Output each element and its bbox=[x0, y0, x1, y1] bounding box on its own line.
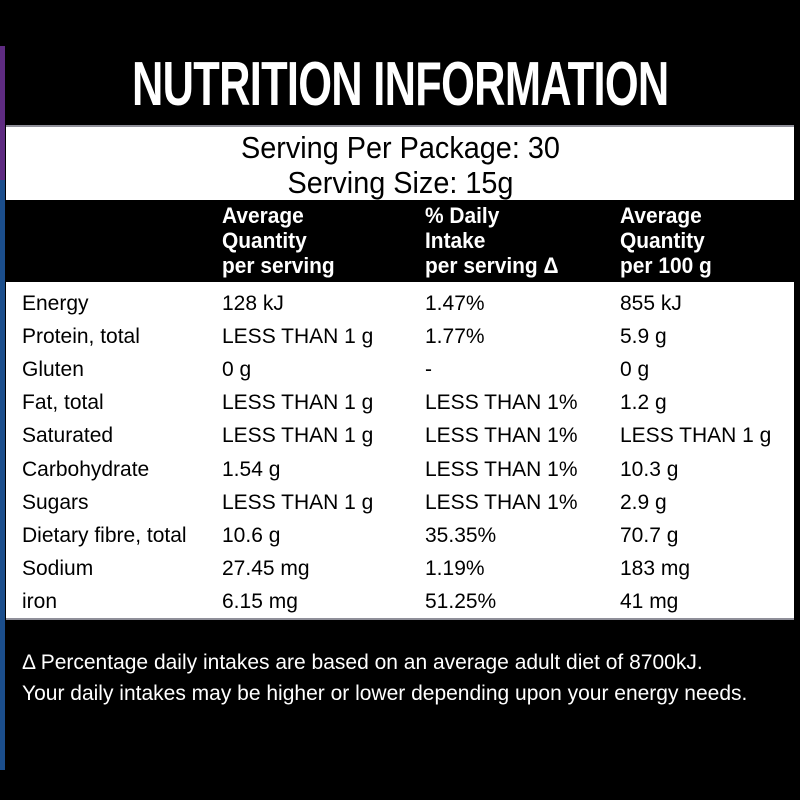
accent-strip-blue bbox=[0, 180, 5, 770]
value-per-serving: 0 g bbox=[222, 357, 252, 381]
nutrition-table-body: Energy 128 kJ 1.47% 855 kJ Protein, total LES… bbox=[6, 282, 794, 620]
value-daily-intake: 1.47% bbox=[425, 291, 485, 315]
value-daily-intake: 51.25% bbox=[425, 590, 497, 614]
daily-intake-footnote: Δ Percentage daily intakes are based on … bbox=[22, 647, 747, 709]
value-per-serving: 27.45 mg bbox=[222, 557, 310, 581]
table-row: Fat, total LESS THAN 1 g LESS THAN 1% 1.2 g bbox=[6, 387, 794, 420]
value-daily-intake: - bbox=[425, 357, 432, 381]
value-per-serving: LESS THAN 1 g bbox=[222, 324, 374, 348]
table-row: iron 6.15 mg 51.25% 41 mg bbox=[6, 586, 794, 619]
nutrient-name: iron bbox=[22, 590, 58, 614]
table-row: Sugars LESS THAN 1 g LESS THAN 1% 2.9 g bbox=[6, 486, 794, 519]
value-daily-intake: 1.19% bbox=[425, 557, 485, 581]
table-row: Carbohydrate 1.54 g LESS THAN 1% 10.3 g bbox=[6, 453, 794, 486]
value-daily-intake: LESS THAN 1% bbox=[425, 490, 578, 514]
value-daily-intake: LESS THAN 1% bbox=[425, 424, 578, 448]
table-row: Saturated LESS THAN 1 g LESS THAN 1% LESS T… bbox=[6, 420, 794, 453]
header-spacer bbox=[6, 203, 222, 278]
value-daily-intake: 35.35% bbox=[425, 523, 497, 547]
header-avg-quantity-per-100g: Average Quantity per 100 g bbox=[620, 203, 712, 278]
value-per-100g: 1.2 g bbox=[620, 391, 667, 415]
accent-strip-purple bbox=[0, 46, 5, 180]
serving-per-package: Serving Per Package: 30 bbox=[240, 130, 560, 165]
footnote-line-1: Δ Percentage daily intakes are based on … bbox=[22, 651, 703, 674]
table-row: Sodium 27.45 mg 1.19% 183 mg bbox=[6, 553, 794, 586]
table-row: Energy 128 kJ 1.47% 855 kJ bbox=[6, 287, 794, 320]
table-row: Protein, total LESS THAN 1 g 1.77% 5.9 g bbox=[6, 320, 794, 353]
value-daily-intake: LESS THAN 1% bbox=[425, 457, 578, 481]
value-per-serving: 1.54 g bbox=[222, 457, 281, 481]
value-per-serving: LESS THAN 1 g bbox=[222, 424, 374, 448]
nutrient-name: Carbohydrate bbox=[22, 457, 150, 481]
value-per-serving: 128 kJ bbox=[222, 291, 284, 315]
table-row: Gluten 0 g - 0 g bbox=[6, 353, 794, 386]
value-per-serving: 6.15 mg bbox=[222, 590, 298, 614]
value-per-100g: 41 mg bbox=[620, 590, 679, 614]
value-per-100g: 0 g bbox=[620, 357, 650, 381]
value-per-100g: 2.9 g bbox=[620, 490, 667, 514]
nutrient-name: Gluten bbox=[22, 357, 84, 381]
nutrient-name: Dietary fibre, total bbox=[22, 523, 187, 547]
header-avg-quantity-per-serving: Average Quantity per serving bbox=[222, 203, 335, 278]
nutrient-name: Fat, total bbox=[22, 391, 104, 415]
value-per-100g: 70.7 g bbox=[620, 523, 679, 547]
value-per-100g: 855 kJ bbox=[620, 291, 682, 315]
nutrient-name: Sugars bbox=[22, 490, 89, 514]
page-title: NUTRITION INFORMATION bbox=[131, 50, 669, 119]
value-per-100g: 5.9 g bbox=[620, 324, 667, 348]
value-daily-intake: 1.77% bbox=[425, 324, 485, 348]
table-header-row: Average Quantity per serving % Daily Int… bbox=[6, 203, 794, 278]
value-per-100g: LESS THAN 1 g bbox=[620, 424, 772, 448]
value-per-100g: 183 mg bbox=[620, 557, 691, 581]
serving-info-panel: Serving Per Package: 30 Serving Size: 15… bbox=[6, 125, 794, 200]
nutrient-name: Sodium bbox=[22, 557, 94, 581]
value-per-serving: LESS THAN 1 g bbox=[222, 490, 374, 514]
nutrient-name: Energy bbox=[22, 291, 89, 315]
footnote-line-2: Your daily intakes may be higher or lowe… bbox=[22, 682, 748, 705]
nutrient-name: Saturated bbox=[22, 424, 114, 448]
header-daily-intake: % Daily Intake per serving Δ bbox=[425, 203, 559, 278]
serving-size: Serving Size: 15g bbox=[287, 165, 513, 200]
value-per-100g: 10.3 g bbox=[620, 457, 679, 481]
nutrient-name: Protein, total bbox=[22, 324, 140, 348]
value-per-serving: 10.6 g bbox=[222, 523, 281, 547]
table-row: Dietary fibre, total 10.6 g 35.35% 70.7 g bbox=[6, 519, 794, 552]
value-per-serving: LESS THAN 1 g bbox=[222, 391, 374, 415]
value-daily-intake: LESS THAN 1% bbox=[425, 391, 578, 415]
